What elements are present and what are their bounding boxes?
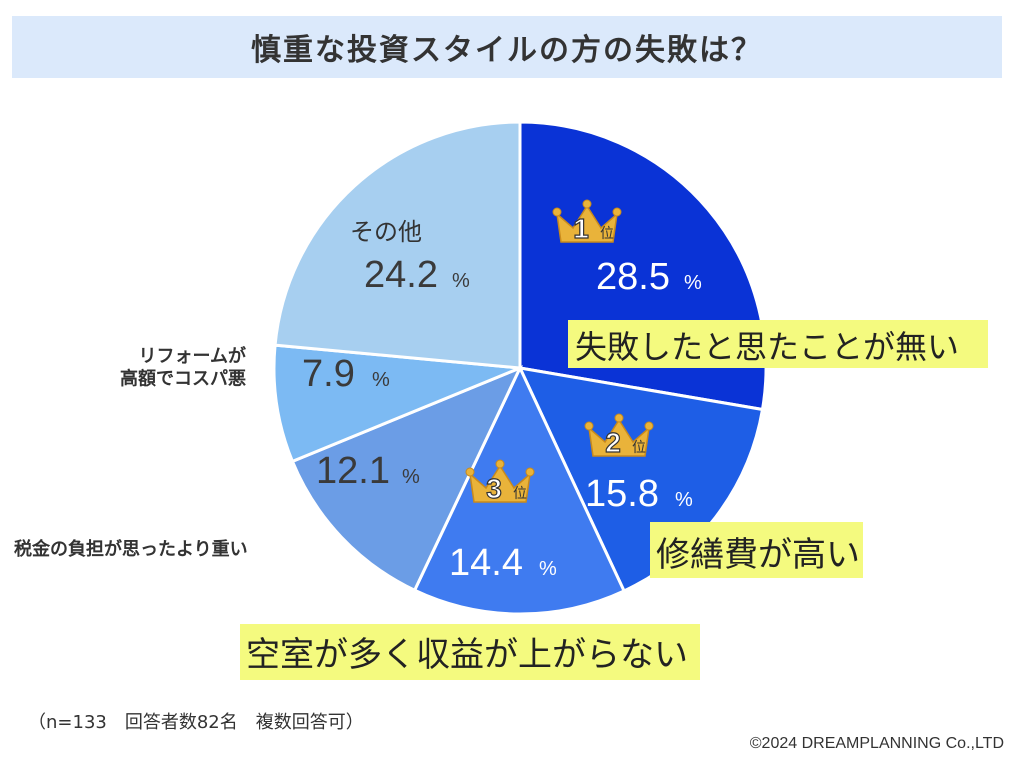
sample-note: （n=133 回答者数82名 複数回答可） [28,712,364,733]
slice-value: 15.8 [585,473,659,515]
title-bar: 慎重な投資スタイルの方の失敗は？ [12,16,1002,78]
pie-slice [290,365,524,593]
pie-slice [272,343,521,464]
slice-unit: % [684,272,702,294]
pie-slice [273,120,522,370]
slice-label: リフォームが高額でコスパ悪 [120,345,246,390]
slice-label: 税金の負担が思ったより重い [14,538,248,560]
rank-suffix: 位 [513,486,527,502]
slice-unit: % [675,489,693,511]
copyright-text: ©2024 DREAMPLANNING Co.,LTD [749,735,1004,752]
rank-suffix: 位 [632,440,646,456]
rank-number: 3 [486,473,502,504]
rank-suffix: 位 [600,226,614,242]
pie-slice [517,366,765,593]
label-highlight [240,624,700,680]
slice-unit: % [539,558,557,580]
slice-label: 空室が多く収益が上がらない [246,635,688,675]
label-highlight [568,320,988,368]
chart-title: 慎重な投資スタイルの方の失敗は？ [251,33,763,68]
slice-value: 12.1 [316,450,390,492]
slice-value: 24.2 [364,254,438,296]
slice-unit: % [452,270,470,292]
slice-label: 修繕費が高い [656,535,860,575]
slice-value: 7.9 [302,353,355,395]
slice-label: その他 [350,218,422,246]
label-highlight [650,522,863,578]
slice-value: 14.4 [449,542,523,584]
slice-unit: % [372,369,390,391]
slice-value: 28.5 [596,256,670,298]
slice-unit: % [402,466,420,488]
rank-number: 1 [573,213,589,244]
slice-label: 失敗したと思たことが無い [575,328,959,366]
rank-number: 2 [605,427,621,458]
